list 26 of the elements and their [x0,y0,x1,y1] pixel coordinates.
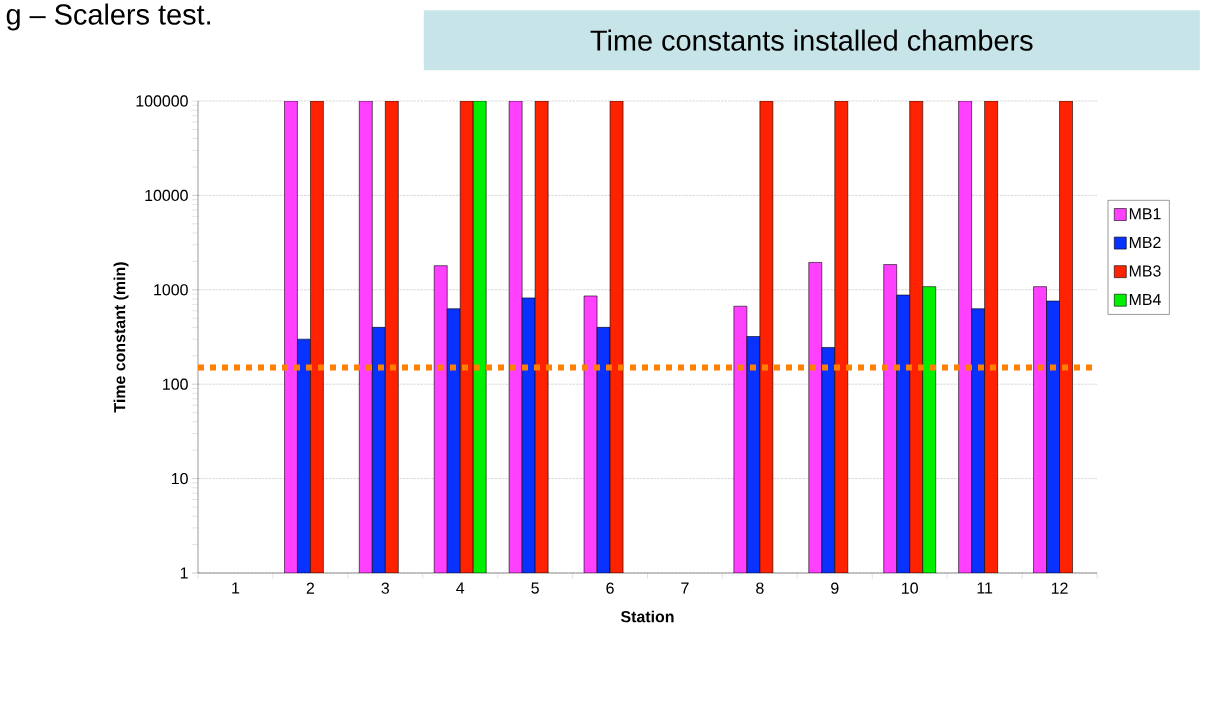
x-tick-label: 3 [381,582,390,594]
x-tick-label: 12 [1051,582,1068,594]
x-tick-label: 8 [756,582,764,594]
x-axis-title: Station [620,610,674,623]
y-tick-label: 10 [171,472,188,485]
y-tick-label: 1 [180,567,188,579]
x-tick-label: 1 [232,582,240,594]
y-tick-label: 100000 [136,95,188,107]
y-tick-label: 100 [163,378,188,390]
x-tick-label: 6 [606,582,614,594]
legend-label: MB4 [1129,293,1161,305]
x-tick-label: 2 [306,582,315,594]
y-tick-label: 10000 [145,189,188,202]
legend-label: MB3 [1129,265,1161,277]
chart-title: Time constants installed chambers [590,29,1033,51]
x-tick-label: 4 [456,582,465,594]
text: g – Scalers test. [6,3,210,31]
y-axis-title: Time constant (min) [113,262,129,413]
y-tick-label: 1000 [154,284,188,296]
x-tick-label: 11 [977,582,993,594]
x-tick-label: 9 [831,582,839,594]
legend-label: MB2 [1129,236,1161,248]
x-tick-label: 5 [531,582,539,594]
legend-label: MB1 [1129,208,1161,220]
x-tick-label: 7 [681,582,689,594]
x-tick-label: 10 [902,582,918,594]
